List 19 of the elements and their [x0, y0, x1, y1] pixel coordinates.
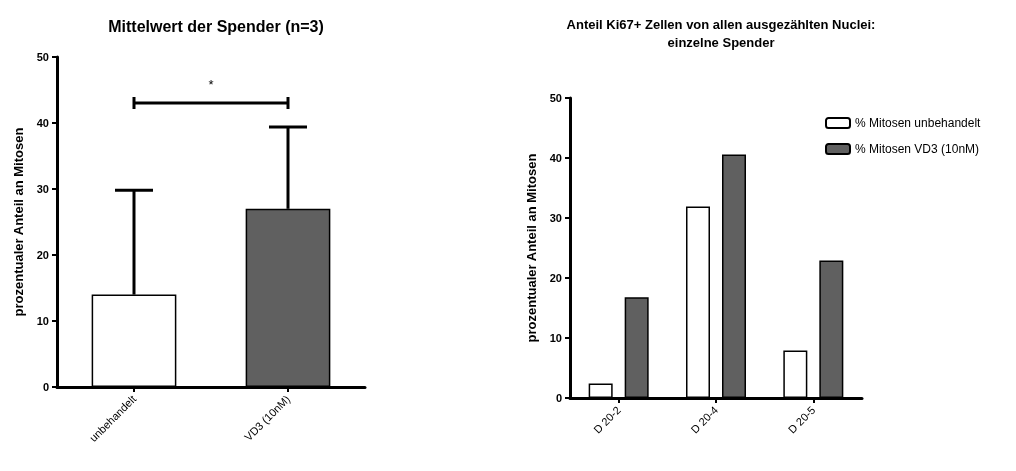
y-tick-label: 10 [549, 332, 562, 344]
y-tick-label: 50 [549, 92, 562, 104]
y-tick-label: 0 [42, 381, 49, 393]
y-axis-title: prozentualer Anteil an Mitosen [11, 127, 26, 317]
y-tick-label: 20 [36, 249, 49, 261]
y-axis-title: prozentualer Anteil an Mitosen [524, 153, 539, 343]
y-tick-label: 40 [36, 117, 49, 129]
legend-label: % Mitosen unbehandelt [855, 116, 982, 130]
legend-label: % Mitosen VD3 (10nM) [855, 142, 980, 156]
y-tick-label: 30 [36, 183, 49, 195]
y-tick-label: 20 [549, 272, 562, 284]
y-tick-label: 50 [36, 51, 49, 63]
y-tick-label: 40 [549, 152, 562, 164]
chart-title: Anteil Ki67+ Zellen von allen ausgezählten Nuclei: einzelne Spender [566, 16, 876, 50]
annotation: * [207, 77, 215, 93]
y-tick-label: 30 [549, 212, 562, 224]
y-tick-label: 0 [555, 392, 562, 404]
chart-title: Mittelwert der Spender (n=3) [108, 17, 324, 35]
y-tick-label: 10 [36, 315, 49, 327]
